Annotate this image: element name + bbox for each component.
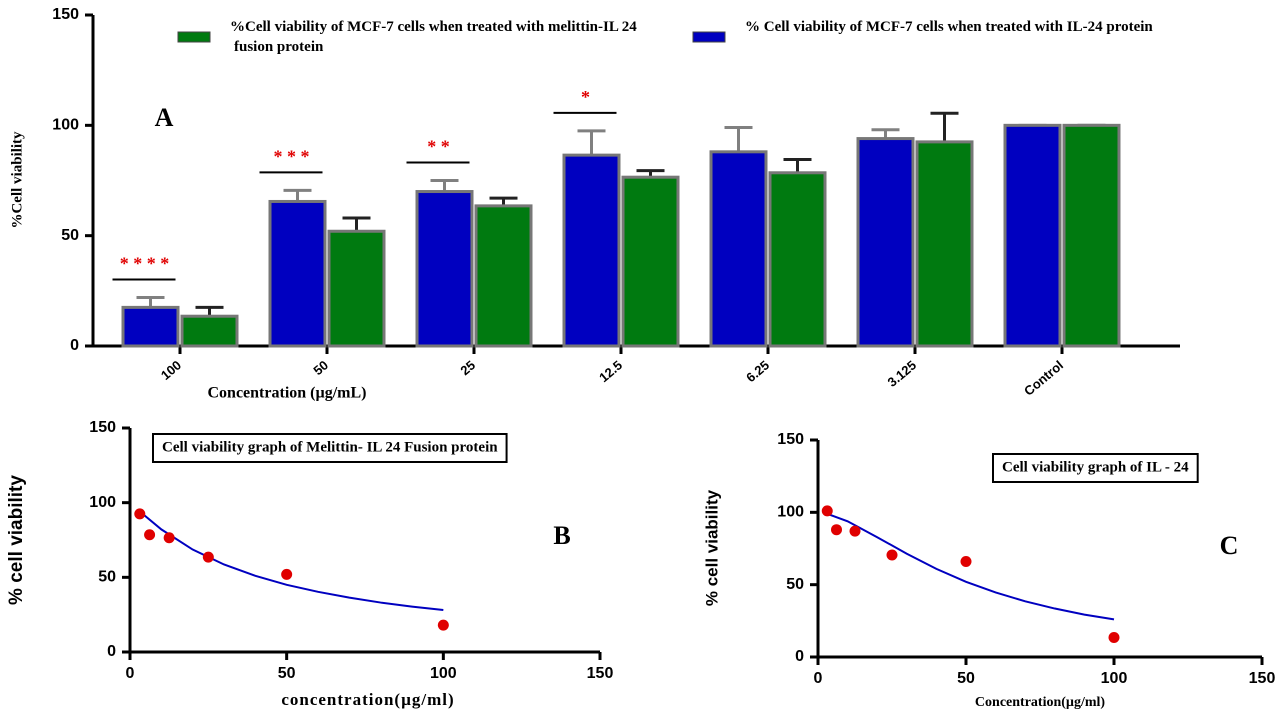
y-tick-label: 100 (777, 504, 804, 521)
x-tick-label: 100 (158, 357, 184, 382)
data-point (831, 524, 842, 536)
bar (474, 204, 533, 348)
bar (180, 314, 239, 348)
y-tick-label: 100 (52, 117, 79, 134)
bar (327, 229, 386, 348)
legend-label: % Cell viability of MCF-7 cells when tre… (745, 19, 1153, 35)
significance-label: * (581, 87, 590, 107)
x-tick-label: 6.25 (743, 357, 772, 385)
bar (856, 137, 915, 348)
data-point (163, 532, 175, 544)
y-tick-label: 50 (786, 576, 804, 593)
bar (1062, 123, 1121, 348)
bar (562, 153, 621, 348)
x-tick-label: 3.125 (885, 357, 920, 389)
data-point (886, 549, 898, 561)
legend-line: % Cell viability of MCF-7 cells when tre… (745, 19, 1153, 35)
y-axis-label: % cell viability (702, 489, 721, 606)
legend-swatch (692, 31, 726, 43)
x-tick-label: 150 (1249, 670, 1276, 687)
y-tick-label: 50 (61, 227, 79, 244)
plot-title: Cell viability graph of IL - 24 (1002, 459, 1189, 475)
bar (268, 199, 327, 348)
y-tick-label: 150 (89, 419, 116, 436)
x-tick-label: 12.5 (596, 357, 625, 385)
x-axis-label: Concentration(µg/ml) (975, 695, 1105, 710)
y-tick-label: 0 (70, 337, 79, 354)
x-tick-label: 50 (278, 665, 296, 682)
x-tick-label: 150 (587, 665, 614, 682)
y-tick-label: 0 (107, 643, 116, 660)
y-tick-label: 100 (89, 494, 116, 511)
legend-line: %Cell viability of MCF-7 cells when trea… (230, 19, 637, 35)
panel-letter: B (553, 521, 570, 550)
y-tick-label: 150 (777, 431, 804, 448)
data-point (134, 508, 146, 520)
panel-letter: C (1220, 531, 1239, 560)
x-tick-label: Control (1021, 357, 1066, 398)
legend-swatch (177, 31, 211, 43)
x-tick-label: 50 (957, 670, 975, 687)
y-tick-label: 0 (795, 648, 804, 665)
y-tick-label: 50 (98, 569, 116, 586)
x-tick-label: 100 (1101, 670, 1128, 687)
x-axis-label: concentration(µg/ml) (281, 690, 454, 709)
data-point (281, 568, 293, 580)
data-point (437, 619, 449, 631)
x-tick-label: 25 (457, 357, 478, 378)
data-point (821, 505, 833, 517)
title-box (992, 453, 1199, 483)
bar (621, 175, 680, 348)
significance-label: * * (427, 137, 450, 157)
panel-letter: A (155, 103, 174, 132)
data-point (849, 525, 861, 537)
data-point (144, 529, 156, 541)
fit-curve (826, 512, 1115, 621)
y-tick-label: 150 (52, 6, 79, 23)
bar (768, 171, 827, 348)
fit-curve (139, 510, 444, 612)
x-axis-label: Concentration (µg/mL) (208, 385, 367, 402)
data-point (202, 551, 214, 563)
x-tick-label: 50 (310, 357, 331, 378)
bar (709, 150, 768, 348)
bar (915, 140, 974, 348)
title-box (152, 433, 508, 463)
x-tick-label: 0 (814, 670, 823, 687)
data-point (960, 556, 972, 568)
plot-title: Cell viability graph of Melittin- IL 24 … (162, 439, 498, 455)
x-tick-label: 0 (126, 665, 135, 682)
bar (415, 190, 474, 348)
significance-label: * * * (274, 147, 310, 167)
y-axis-label: % cell viability (6, 475, 27, 605)
y-axis-label: %Cell viability (9, 131, 25, 229)
x-tick-label: 100 (430, 665, 457, 682)
significance-label: * * * * (120, 254, 170, 274)
bar (121, 305, 180, 348)
data-point (1108, 631, 1120, 643)
legend-label: %Cell viability of MCF-7 cells when trea… (230, 19, 637, 55)
legend-line: fusion protein (234, 39, 324, 55)
bar (1003, 123, 1062, 348)
